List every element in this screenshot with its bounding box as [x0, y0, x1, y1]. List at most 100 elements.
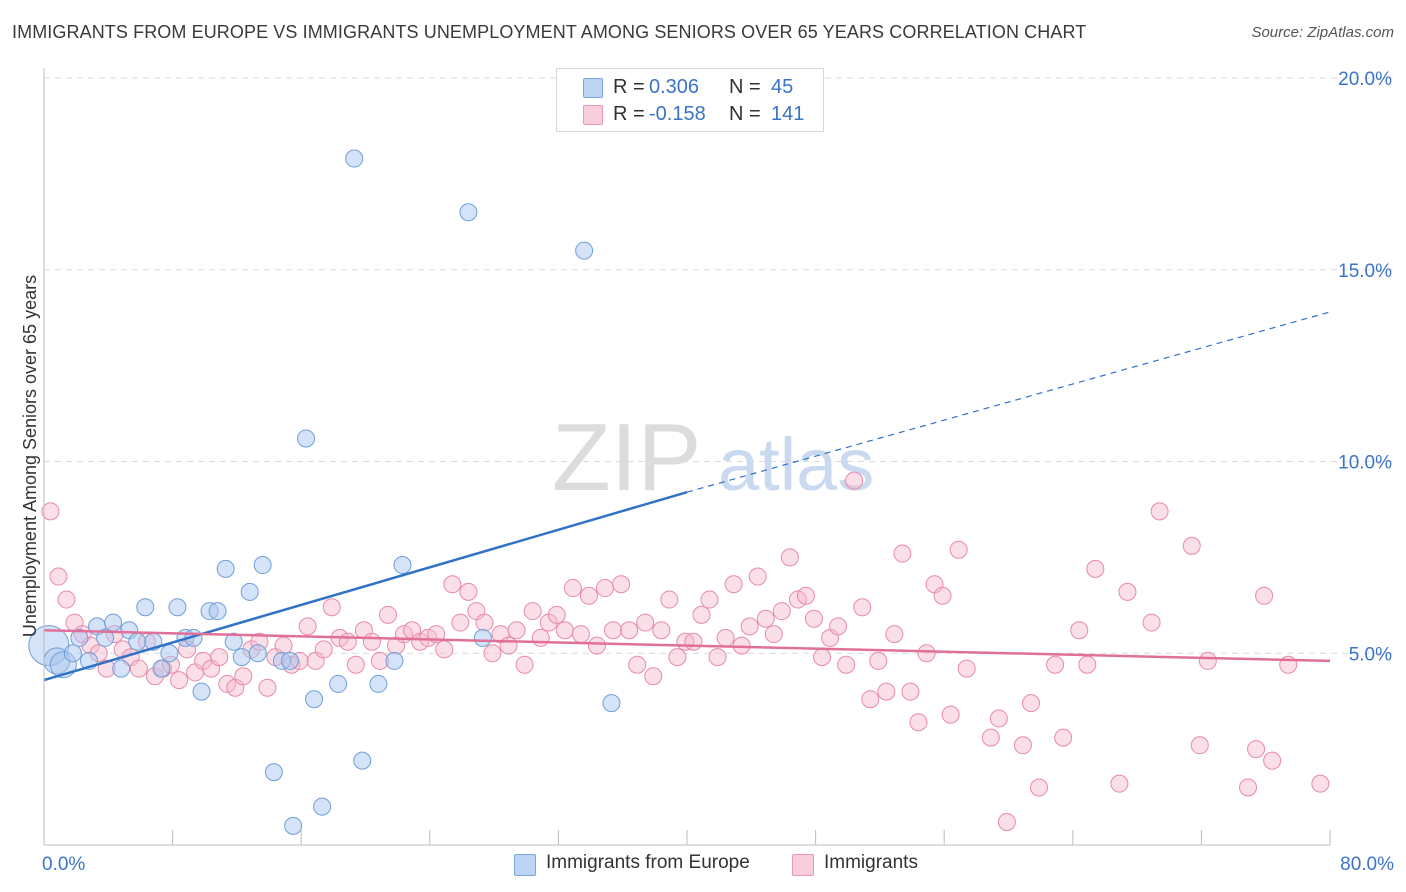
- data-point-immigrants: [1070, 621, 1089, 640]
- data-point-europe: [96, 628, 115, 647]
- data-point-europe: [297, 429, 316, 448]
- data-point-immigrants: [668, 648, 687, 667]
- data-point-immigrants: [829, 617, 848, 636]
- y-tick-label: 15.0%: [1338, 261, 1392, 282]
- data-point-immigrants: [523, 602, 542, 621]
- data-point-europe: [280, 651, 299, 670]
- data-point-immigrants: [853, 598, 872, 617]
- data-point-europe: [459, 203, 478, 222]
- data-point-immigrants: [604, 621, 623, 640]
- data-point-europe: [160, 644, 179, 663]
- data-point-immigrants: [41, 502, 60, 521]
- data-point-immigrants: [933, 586, 952, 605]
- data-point-immigrants: [547, 605, 566, 624]
- data-point-immigrants: [1046, 655, 1065, 674]
- data-point-immigrants: [917, 644, 936, 663]
- data-point-europe: [232, 648, 251, 667]
- data-point-europe: [313, 797, 332, 816]
- data-point-immigrants: [949, 540, 968, 559]
- legend-label-europe: Immigrants from Europe: [546, 852, 750, 873]
- trend-line-immigrants: [43, 628, 1331, 663]
- data-point-immigrants: [740, 617, 759, 636]
- data-point-immigrants: [346, 655, 365, 674]
- data-point-immigrants: [507, 621, 526, 640]
- data-point-immigrants: [210, 648, 229, 667]
- data-point-immigrants: [692, 605, 711, 624]
- data-point-immigrants: [941, 705, 960, 724]
- data-point-immigrants: [893, 544, 912, 563]
- data-point-immigrants: [379, 605, 398, 624]
- legend-r-label: R =: [613, 103, 645, 125]
- data-point-immigrants: [612, 575, 631, 594]
- trend-line-europe: [43, 490, 688, 682]
- legend-n-value: 141: [771, 103, 805, 125]
- data-point-immigrants: [909, 713, 928, 732]
- data-point-immigrants: [748, 567, 767, 586]
- data-point-immigrants: [1311, 774, 1330, 793]
- data-point-immigrants: [684, 632, 703, 651]
- data-point-immigrants: [708, 648, 727, 667]
- data-point-immigrants: [724, 575, 743, 594]
- data-point-immigrants: [700, 590, 719, 609]
- data-point-immigrants: [362, 632, 381, 651]
- x-tick-label: 80.0%: [1340, 854, 1394, 875]
- legend-r-label: R =: [613, 76, 645, 98]
- data-point-immigrants: [628, 655, 647, 674]
- data-point-immigrants: [1030, 778, 1049, 797]
- data-point-europe: [385, 651, 404, 670]
- legend-swatch-pink: [583, 105, 603, 125]
- data-point-immigrants: [780, 548, 799, 567]
- data-point-immigrants: [1239, 778, 1258, 797]
- data-point-europe: [248, 644, 267, 663]
- data-point-europe: [305, 690, 324, 709]
- data-point-europe: [345, 149, 364, 168]
- data-point-europe: [208, 602, 227, 621]
- data-point-immigrants: [129, 659, 148, 678]
- data-point-immigrants: [459, 582, 478, 601]
- data-point-immigrants: [1190, 736, 1209, 755]
- data-point-immigrants: [314, 640, 333, 659]
- data-point-immigrants: [49, 567, 68, 586]
- data-point-europe: [112, 659, 131, 678]
- data-point-immigrants: [1150, 502, 1169, 521]
- legend-swatch-blue: [583, 78, 603, 98]
- data-point-immigrants: [579, 586, 598, 605]
- watermark-zip: ZIP: [552, 404, 701, 511]
- data-point-europe: [152, 659, 171, 678]
- data-point-immigrants: [338, 632, 357, 651]
- data-point-immigrants: [1054, 728, 1073, 747]
- data-point-europe: [70, 628, 89, 647]
- data-point-immigrants: [652, 621, 671, 640]
- data-point-europe: [264, 763, 283, 782]
- legend-n-label: N =: [729, 103, 761, 125]
- data-point-immigrants: [989, 709, 1008, 728]
- data-point-immigrants: [885, 625, 904, 644]
- data-point-immigrants: [555, 621, 574, 640]
- data-point-europe: [168, 598, 187, 617]
- data-point-immigrants: [1247, 740, 1266, 759]
- data-point-europe: [224, 632, 243, 651]
- data-point-immigrants: [997, 812, 1016, 831]
- data-point-immigrants: [499, 636, 518, 655]
- data-point-immigrants: [1013, 736, 1032, 755]
- data-point-immigrants: [869, 651, 888, 670]
- data-point-immigrants: [636, 613, 655, 632]
- data-point-europe: [393, 556, 412, 575]
- data-point-immigrants: [451, 613, 470, 632]
- data-point-immigrants: [515, 655, 534, 674]
- data-point-immigrants: [258, 678, 277, 697]
- legend-r-value: -0.158: [649, 103, 706, 125]
- legend-label-immigrants: Immigrants: [824, 852, 918, 873]
- chart-title: IMMIGRANTS FROM EUROPE VS IMMIGRANTS UNE…: [12, 22, 1087, 42]
- data-point-immigrants: [1110, 774, 1129, 793]
- data-point-immigrants: [837, 655, 856, 674]
- data-point-immigrants: [531, 628, 550, 647]
- data-point-immigrants: [901, 682, 920, 701]
- data-point-immigrants: [571, 625, 590, 644]
- data-point-immigrants: [1142, 613, 1161, 632]
- data-point-europe: [136, 598, 155, 617]
- y-tick-label: 10.0%: [1338, 453, 1392, 474]
- data-point-immigrants: [796, 586, 815, 605]
- trend-line-europe-extension: [686, 311, 1331, 493]
